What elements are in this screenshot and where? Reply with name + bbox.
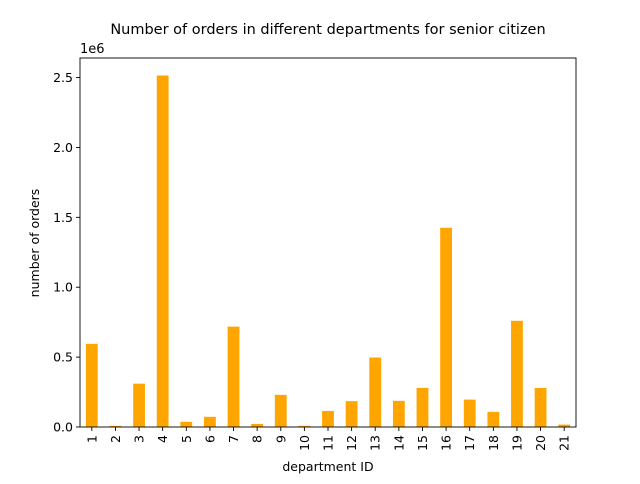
bar-dept-15 (416, 387, 429, 427)
bar-dept-8 (251, 423, 264, 427)
x-tick-label: 13 (368, 435, 383, 451)
x-tick-label: 4 (155, 435, 170, 443)
x-tick-label: 1 (84, 435, 99, 443)
y-tick-label: 2.0 (53, 140, 73, 155)
y-tick-label: 0.5 (53, 350, 73, 365)
bar-dept-18 (487, 411, 500, 427)
bar-dept-19 (511, 320, 523, 427)
bar-dept-4 (156, 75, 169, 427)
bar-dept-21 (558, 424, 571, 427)
bar-dept-16 (440, 227, 452, 427)
plot-frame (79, 57, 577, 428)
y-tick-label: 1.0 (53, 280, 73, 295)
x-tick-label: 16 (439, 435, 454, 451)
x-tick-label: 5 (179, 435, 194, 443)
x-tick-label: 20 (533, 435, 548, 451)
bar-dept-1 (85, 343, 98, 427)
x-tick-label: 9 (273, 435, 288, 443)
bar-dept-3 (133, 383, 145, 427)
x-tick-label: 21 (557, 435, 572, 451)
x-tick-label: 7 (226, 435, 241, 443)
y-tick-label: 2.5 (53, 70, 73, 85)
y-axis-offset-label: 1e6 (80, 42, 105, 57)
bar-dept-20 (534, 388, 547, 427)
bar-dept-9 (274, 394, 287, 427)
x-tick-label: 19 (509, 435, 524, 451)
x-tick-label: 3 (132, 435, 147, 443)
x-tick-label: 12 (344, 435, 359, 451)
bar-dept-13 (369, 357, 382, 427)
x-tick-label: 18 (486, 435, 501, 451)
bar-dept-17 (463, 399, 476, 427)
x-tick-label: 11 (321, 435, 336, 451)
bar-dept-11 (322, 410, 334, 427)
axes-layer: 1 2 3 4 5 6 7 8 9 10 11 12 13 14 15 16 17 18 19 20 210.00.51… (53, 57, 577, 451)
bar-dept-7 (227, 326, 240, 427)
bar-dept-2 (109, 425, 122, 427)
bar-dept-5 (180, 421, 193, 427)
x-tick-label: 8 (250, 435, 265, 443)
x-tick-label: 6 (202, 435, 217, 443)
x-tick-label: 14 (391, 435, 406, 451)
chart-title: Number of orders in different department… (110, 22, 545, 38)
bars-layer (85, 75, 571, 427)
bar-dept-12 (345, 401, 358, 427)
x-axis-label: department ID (282, 459, 373, 474)
bar-dept-10 (298, 425, 311, 427)
bar-dept-6 (204, 416, 216, 427)
y-tick-label: 0.0 (53, 420, 73, 435)
x-tick-label: 17 (462, 435, 477, 451)
bar-dept-14 (392, 400, 405, 427)
x-tick-label: 15 (415, 435, 430, 451)
x-tick-label: 10 (297, 435, 312, 451)
y-tick-label: 1.5 (53, 210, 73, 225)
y-axis-label: number of orders (27, 189, 42, 298)
x-tick-label: 2 (108, 435, 123, 443)
